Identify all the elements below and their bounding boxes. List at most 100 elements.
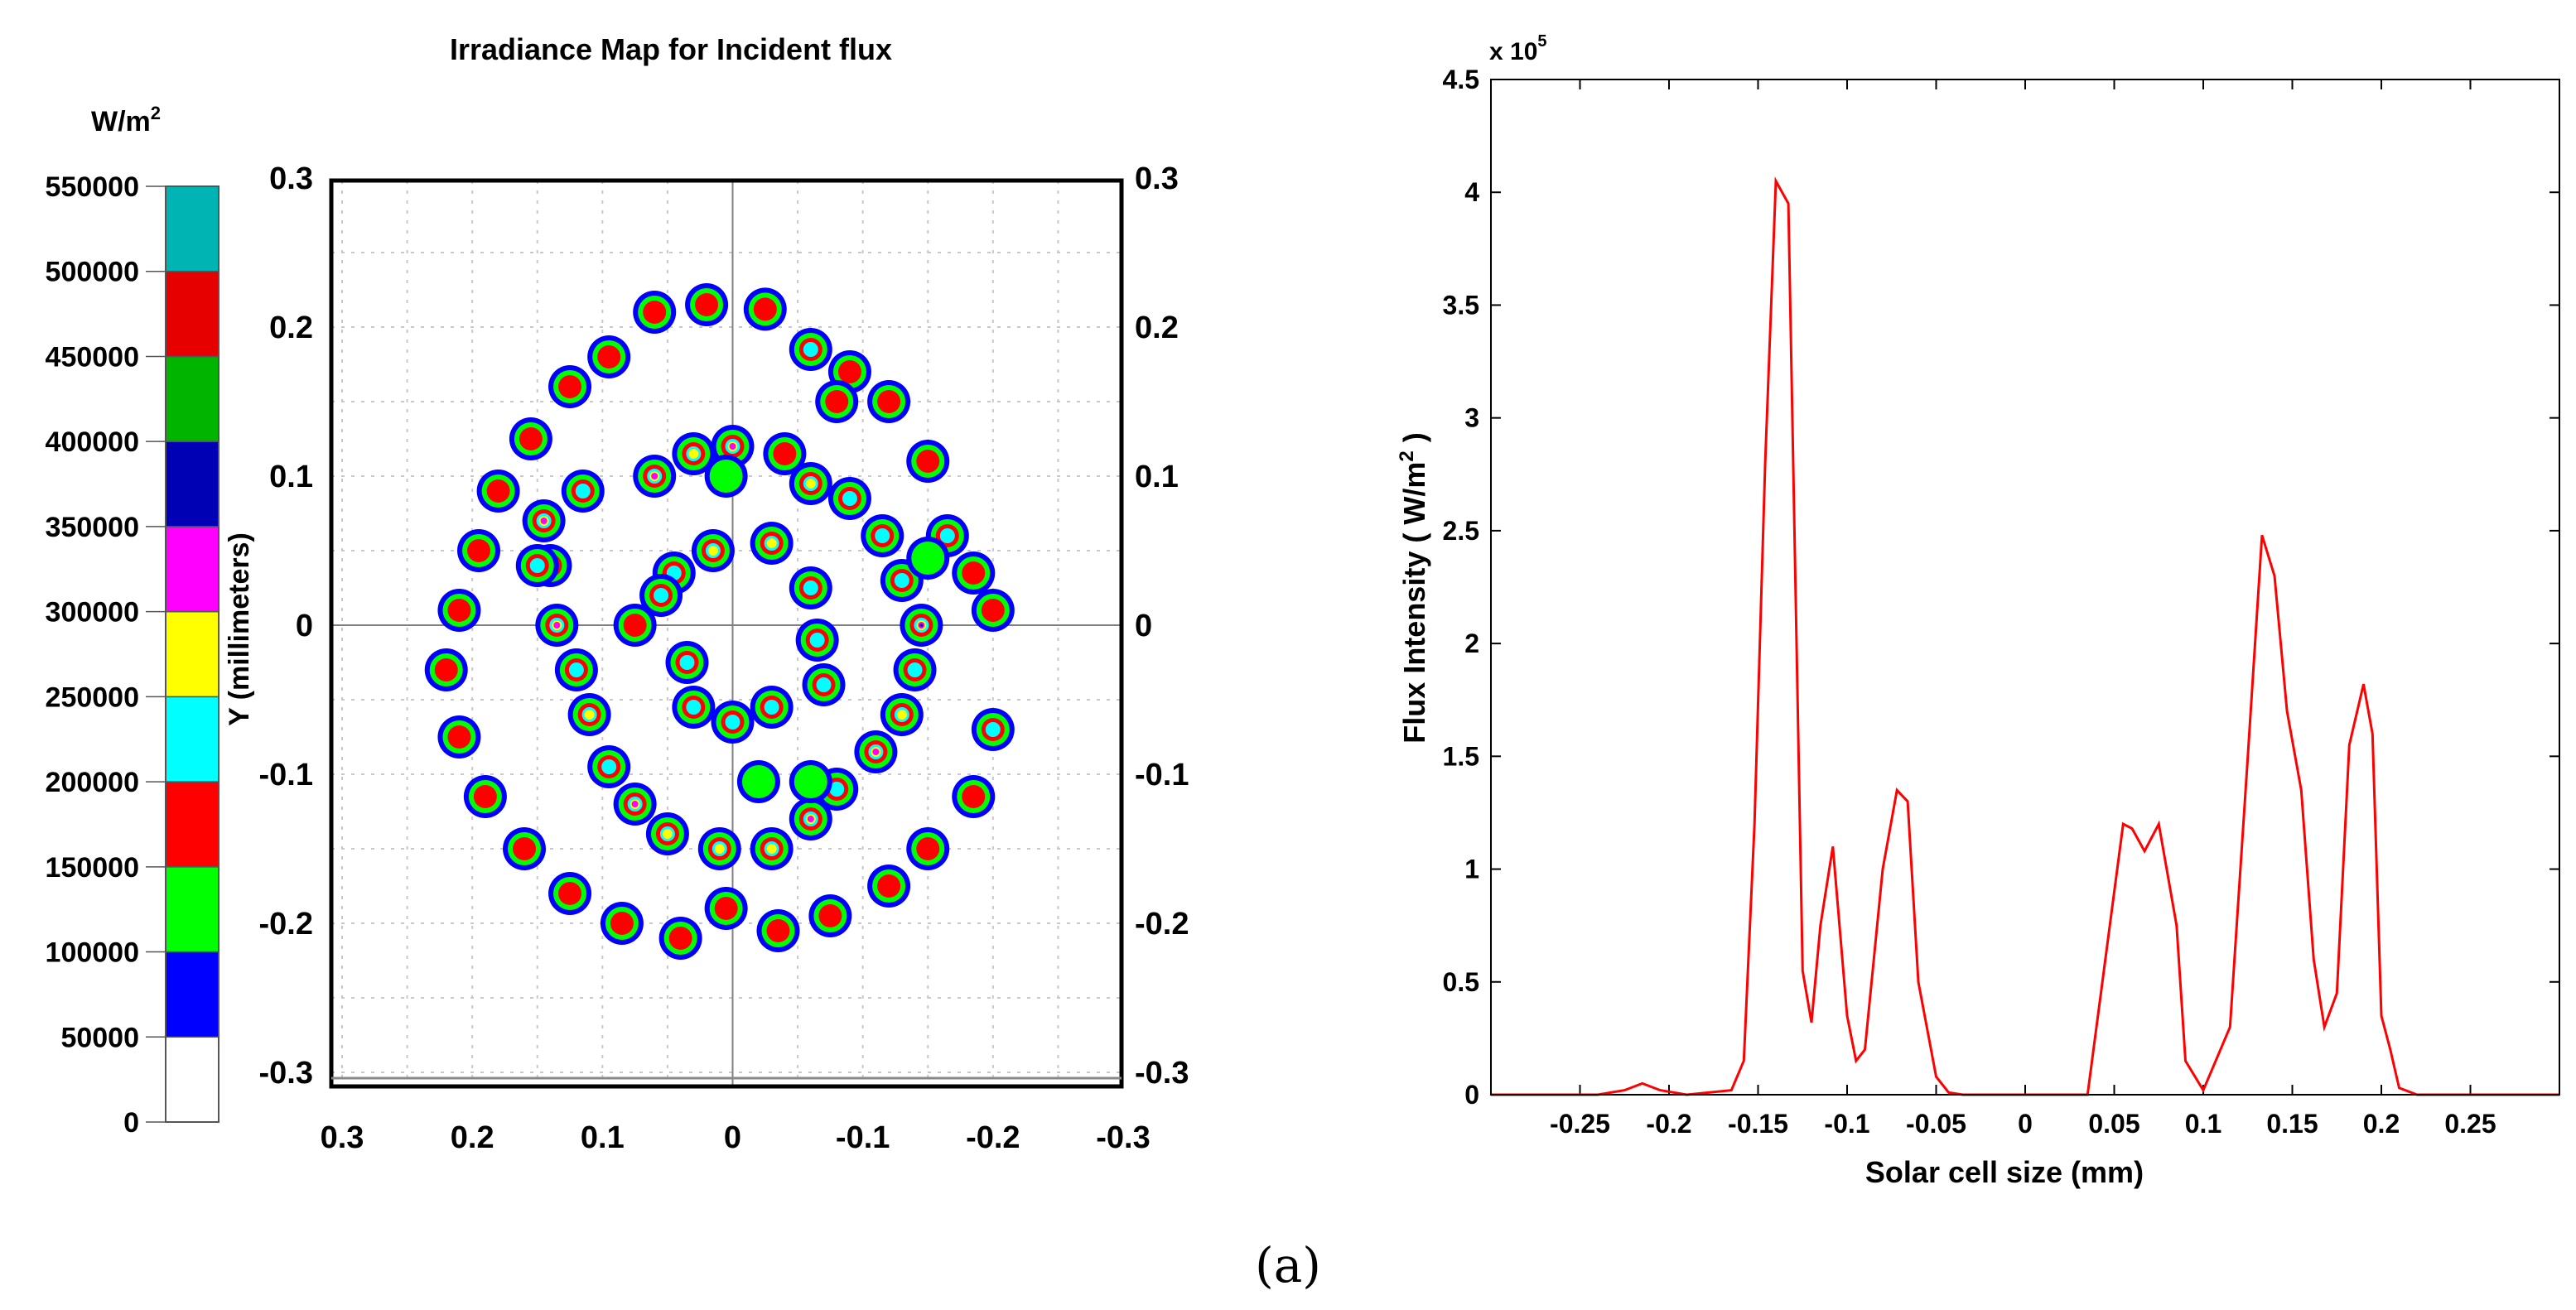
irradiance-spot bbox=[750, 686, 794, 729]
colorbar-segment bbox=[165, 185, 219, 272]
irradiance-spot bbox=[906, 440, 950, 483]
spot-ring bbox=[513, 837, 537, 860]
irradiance-spot bbox=[600, 902, 644, 945]
irradiance-spot bbox=[861, 514, 904, 557]
colorbar-segment bbox=[165, 866, 219, 953]
irradiance-spot bbox=[535, 604, 579, 647]
irradiance-spot bbox=[867, 380, 911, 423]
line-y-tick-label: 2.5 bbox=[1443, 516, 1479, 546]
map-y-tick-label: 0 bbox=[296, 609, 313, 643]
spot-ring bbox=[529, 558, 545, 573]
irradiance-spot bbox=[711, 701, 755, 744]
irradiance-spot bbox=[665, 641, 709, 684]
colorbar-segment bbox=[165, 526, 219, 613]
line-y-tick-label: 1.5 bbox=[1443, 741, 1479, 771]
irradiance-spot bbox=[808, 894, 852, 937]
irradiance-spot bbox=[522, 499, 566, 542]
spot-ring bbox=[766, 844, 777, 854]
spot-ring bbox=[829, 782, 845, 797]
spot-ring bbox=[553, 622, 561, 629]
spot-ring bbox=[540, 518, 548, 524]
map-y-tick-label: 0.3 bbox=[1135, 161, 1179, 196]
spot-ring bbox=[872, 749, 880, 755]
spot-ring bbox=[916, 450, 940, 473]
spot-ring bbox=[825, 390, 849, 413]
irradiance-spot bbox=[567, 693, 611, 736]
spot-ring bbox=[875, 528, 890, 543]
spot-ring bbox=[707, 546, 718, 556]
spot-ring bbox=[842, 491, 857, 506]
irradiance-spot bbox=[587, 335, 631, 378]
colorbar bbox=[165, 185, 219, 1123]
figure-caption: (a) bbox=[1255, 1237, 1321, 1293]
irradiance-spot bbox=[880, 693, 924, 736]
irradiance-spot bbox=[789, 462, 832, 505]
line-x-tick-label: 0 bbox=[2018, 1109, 2033, 1139]
irradiance-spot bbox=[691, 529, 735, 572]
line-x-tick-label: -0.2 bbox=[1646, 1109, 1691, 1139]
colorbar-unit-label: W/m2 bbox=[91, 103, 161, 137]
spot-ring bbox=[651, 473, 658, 479]
spot-ring bbox=[679, 655, 695, 670]
irradiance-spot bbox=[633, 291, 677, 334]
irradiance-spot bbox=[763, 432, 807, 475]
map-y-tick-label: 0.1 bbox=[269, 460, 313, 494]
line-x-tick-label: 0.1 bbox=[2185, 1109, 2221, 1139]
irradiance-spot bbox=[613, 604, 657, 647]
irradiance-spot bbox=[789, 797, 832, 840]
map-x-tick-label: 0.1 bbox=[581, 1120, 625, 1155]
irradiance-spot bbox=[561, 470, 605, 513]
irradiance-spot bbox=[906, 827, 950, 870]
spot-ring bbox=[894, 573, 909, 588]
spot-ring bbox=[816, 677, 832, 692]
spot-ring bbox=[741, 765, 775, 798]
spot-ring bbox=[877, 390, 901, 413]
spot-ring bbox=[809, 633, 825, 648]
irradiance-spot bbox=[437, 715, 481, 759]
spot-ring bbox=[981, 599, 1005, 622]
spot-ring bbox=[911, 542, 945, 575]
spot-ring bbox=[764, 700, 779, 715]
flux-line-plot bbox=[1490, 79, 2560, 1096]
spot-ring bbox=[805, 479, 816, 489]
spot-ring bbox=[686, 700, 702, 715]
line-y-tick-label: 0.5 bbox=[1443, 967, 1479, 997]
spot-ring bbox=[985, 722, 1001, 737]
spot-ring bbox=[447, 725, 471, 749]
spot-ring bbox=[807, 816, 814, 822]
irradiance-spot bbox=[971, 589, 1015, 632]
irradiance-spot bbox=[639, 574, 683, 617]
irradiance-spot bbox=[672, 686, 716, 729]
colorbar-tick-label: 250000 bbox=[46, 681, 139, 713]
line-plot-frame bbox=[1490, 79, 2560, 1096]
irradiance-spot bbox=[437, 589, 481, 632]
line-y-axis-label: Flux Intensity ( W/m2 ) bbox=[1396, 432, 1431, 743]
colorbar-tick-label: 400000 bbox=[46, 426, 139, 458]
irradiance-spot bbox=[789, 328, 832, 371]
spot-ring bbox=[601, 759, 617, 774]
line-x-tick-label: 0.2 bbox=[2363, 1109, 2400, 1139]
line-x-tick-label: -0.1 bbox=[1824, 1109, 1869, 1139]
map-x-tick-label: 0.2 bbox=[451, 1120, 494, 1155]
irradiance-spot bbox=[789, 760, 832, 803]
spot-ring bbox=[688, 449, 699, 459]
irradiance-spot bbox=[463, 775, 507, 818]
map-x-tick-label: -0.2 bbox=[966, 1120, 1020, 1155]
line-y-tick-label: 4 bbox=[1464, 177, 1479, 207]
line-x-tick-label: 0.25 bbox=[2444, 1109, 2496, 1139]
irradiance-spot bbox=[900, 604, 943, 647]
spot-ring bbox=[473, 785, 497, 808]
map-y-tick-label: -0.2 bbox=[1135, 907, 1189, 942]
colorbar-tick-label: 50000 bbox=[60, 1022, 139, 1053]
line-y-tick-label: 3 bbox=[1464, 403, 1479, 433]
irradiance-spot bbox=[743, 287, 787, 331]
map-y-tick-label: 0.2 bbox=[269, 311, 313, 345]
line-y-tick-labels: 0 0.5 1 1.5 2 2.5 3 3.5 4 4.5 bbox=[1443, 65, 1480, 1110]
spot-ring bbox=[962, 561, 986, 585]
irradiance-spot bbox=[685, 283, 729, 326]
heatmap-title: Irradiance Map for Incident flux bbox=[450, 32, 892, 66]
irradiance-spot bbox=[815, 380, 859, 423]
irradiance-spot bbox=[906, 537, 950, 580]
irradiance-spot bbox=[704, 887, 748, 930]
